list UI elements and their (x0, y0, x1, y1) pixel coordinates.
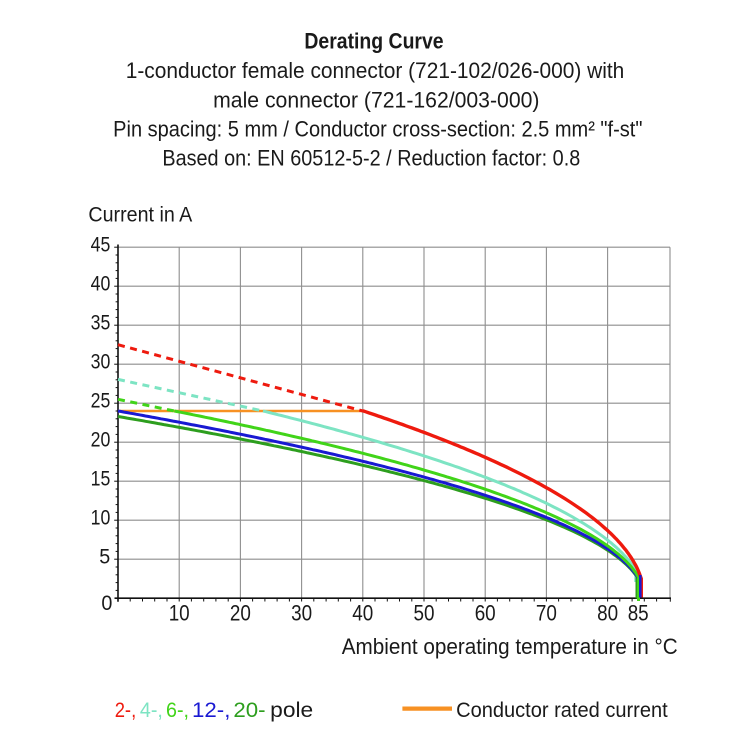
svg-text:40: 40 (352, 600, 373, 625)
svg-text:70: 70 (536, 600, 557, 625)
svg-text:5: 5 (99, 545, 110, 569)
svg-text:20-: 20- (233, 698, 265, 722)
svg-text:2-,: 2-, (115, 698, 137, 722)
svg-text:30: 30 (291, 600, 312, 625)
svg-text:50: 50 (414, 600, 435, 625)
svg-text:25: 25 (91, 389, 111, 413)
svg-text:40: 40 (91, 272, 111, 296)
svg-text:60: 60 (475, 600, 496, 625)
svg-text:Current in A: Current in A (88, 202, 192, 226)
svg-text:Pin spacing: 5 mm / Conductor: Pin spacing: 5 mm / Conductor cross-sect… (113, 116, 642, 141)
svg-text:20: 20 (230, 600, 251, 625)
svg-text:35: 35 (91, 311, 111, 335)
svg-text:Ambient operating temperature: Ambient operating temperature in °C (342, 634, 678, 659)
svg-text:45: 45 (91, 233, 111, 257)
svg-text:20: 20 (91, 428, 111, 452)
svg-text:0: 0 (101, 591, 112, 615)
svg-text:Conductor rated current: Conductor rated current (456, 698, 668, 722)
svg-text:30: 30 (91, 350, 111, 374)
svg-text:male connector (721-162/003-00: male connector (721-162/003-000) (213, 88, 539, 113)
svg-text:12-,: 12-, (192, 698, 230, 722)
svg-text:Based on: EN 60512-5-2 / Reduc: Based on: EN 60512-5-2 / Reduction facto… (162, 146, 580, 171)
svg-text:pole: pole (270, 698, 313, 722)
svg-text:10: 10 (91, 506, 111, 530)
svg-text:85: 85 (628, 600, 649, 625)
svg-text:4-,: 4-, (140, 698, 163, 722)
svg-text:15: 15 (91, 467, 111, 491)
svg-text:Derating Curve: Derating Curve (304, 29, 443, 54)
svg-text:80: 80 (597, 600, 618, 625)
svg-text:10: 10 (169, 600, 190, 625)
svg-text:6-,: 6-, (166, 698, 189, 722)
svg-text:1-conductor female connector (: 1-conductor female connector (721-102/02… (126, 58, 625, 83)
